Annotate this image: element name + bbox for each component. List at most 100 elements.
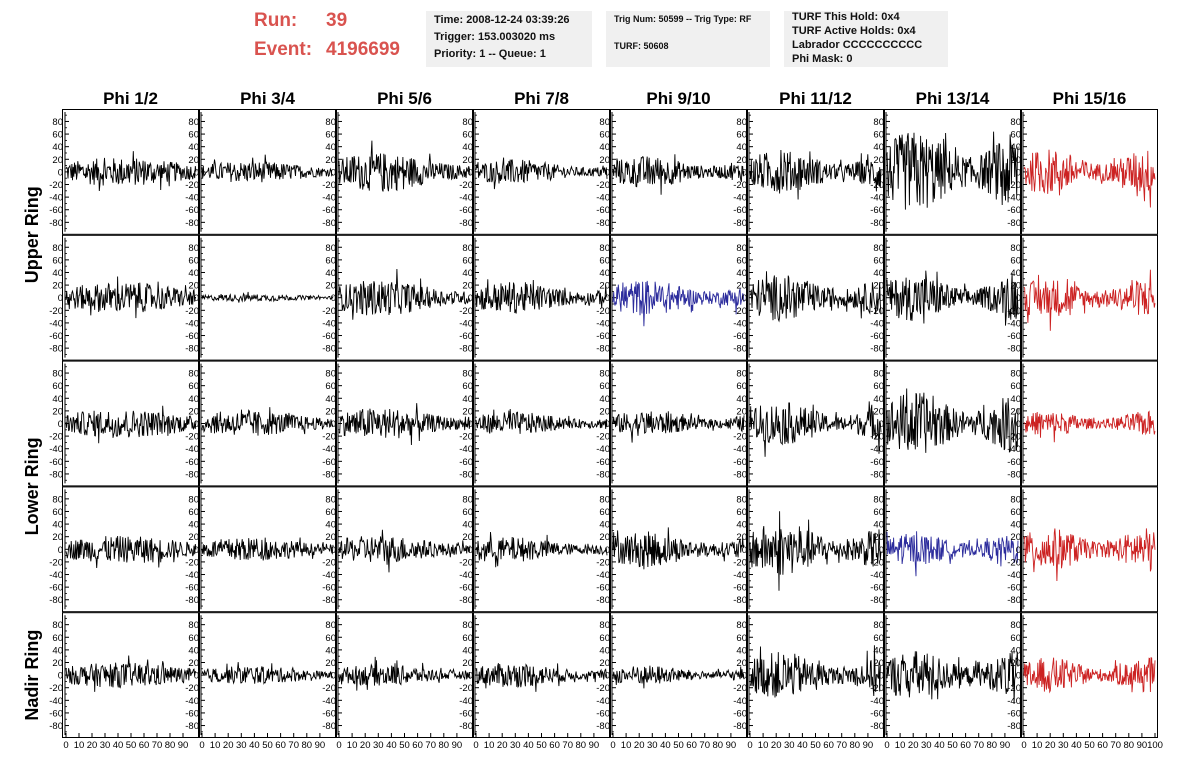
y-tick-label: 0 [194,293,199,304]
y-tick-label: 80 [1010,369,1021,380]
y-tick-label: 20 [599,532,610,543]
x-tick-label: 10 [621,740,632,751]
x-tick-label: 50 [673,740,684,751]
y-tick-label: 60 [599,381,610,392]
y-tick-label: 20 [325,155,336,166]
panel-frame [610,360,747,487]
y-tick-label: -80 [870,721,884,732]
column-header: Phi 9/10 [646,89,710,108]
y-tick-label: -40 [1007,193,1021,204]
y-tick-label: -40 [459,193,473,204]
y-tick-label: -80 [322,218,336,229]
y-tick-label: -40 [596,444,610,455]
x-tick-label: 80 [302,740,313,751]
y-tick-label: -80 [185,469,199,480]
y-tick-label: 20 [873,155,884,166]
y-tick-label: 60 [736,130,747,141]
x-tick-label: 0 [199,740,204,751]
y-tick-label: 60 [188,130,199,141]
y-tick-label: 40 [599,520,610,531]
panel-frame [1021,612,1158,739]
x-tick-label: 70 [973,740,984,751]
x-tick-label: 10 [484,740,495,751]
y-tick-label: 80 [188,243,199,254]
y-tick-label: 20 [462,532,473,543]
trace-line [749,271,882,323]
y-tick-label: -60 [459,331,473,342]
y-tick-label: -20 [49,557,63,568]
y-tick-label: 0 [605,671,610,682]
y-tick-label: -60 [322,457,336,468]
x-tick-label: 20 [771,740,782,751]
y-tick-label: 40 [873,520,884,531]
panel-frame [610,109,747,235]
y-tick-label: -80 [1007,721,1021,732]
y-tick-label: 0 [742,545,747,556]
x-tick-label: 90 [726,740,737,751]
y-tick-label: -80 [322,721,336,732]
y-tick-label: 0 [1016,545,1021,556]
y-tick-label: -60 [322,205,336,216]
panel-frame [473,612,610,739]
x-tick-label: 20 [634,740,645,751]
x-tick-label: 30 [921,740,932,751]
y-tick-label: 0 [879,545,884,556]
y-tick-label: -40 [870,193,884,204]
y-tick-label: 40 [52,142,63,153]
column-header: Phi 3/4 [240,89,295,108]
x-tick-label: 50 [1084,740,1095,751]
x-tick-label: 70 [836,740,847,751]
y-tick-label: 20 [1010,281,1021,292]
x-tick-label: 80 [1124,740,1135,751]
x-tick-label: 100 [1147,740,1163,751]
y-tick-label: 80 [736,369,747,380]
column-header: Phi 5/6 [377,89,432,108]
y-tick-label: 20 [325,532,336,543]
y-tick-label: -80 [596,218,610,229]
panel-frame [1021,360,1158,487]
y-tick-label: 80 [188,117,199,128]
y-tick-label: -60 [870,708,884,719]
y-tick-label: -40 [870,444,884,455]
trace-line [886,651,1019,704]
y-tick-label: 0 [879,671,884,682]
y-tick-label: -60 [49,583,63,594]
y-tick-label: -20 [596,180,610,191]
y-tick-label: -20 [733,432,747,443]
panel-frame [62,612,199,739]
x-tick-label: 60 [139,740,150,751]
y-tick-label: -60 [322,708,336,719]
y-tick-label: -60 [733,331,747,342]
panel-frame [884,360,1021,487]
x-tick-label: 60 [549,740,560,751]
panel-frame [199,486,336,613]
x-tick-label: 0 [1021,740,1026,751]
trace-line [749,149,882,200]
y-tick-label: -60 [322,583,336,594]
y-tick-label: -60 [459,708,473,719]
trace-line [201,662,334,685]
panel-frame [62,486,199,613]
y-tick-label: 0 [468,167,473,178]
y-tick-label: 80 [873,117,884,128]
trace-line [475,531,608,568]
panel-frame [747,109,884,235]
x-tick-label: 30 [510,740,521,751]
y-tick-label: -80 [459,595,473,606]
y-tick-label: 60 [462,507,473,518]
y-tick-label: -20 [322,306,336,317]
panel-frame [199,360,336,487]
y-tick-label: 20 [188,658,199,669]
y-tick-label: 80 [599,620,610,631]
x-tick-label: 10 [347,740,358,751]
y-tick-label: -20 [459,180,473,191]
y-tick-label: -20 [459,432,473,443]
y-tick-label: 40 [188,520,199,531]
trace-line [338,656,471,691]
y-tick-label: 0 [605,545,610,556]
y-tick-label: 0 [331,293,336,304]
y-tick-label: -60 [49,331,63,342]
x-tick-label: 70 [562,740,573,751]
y-tick-label: 20 [188,281,199,292]
y-tick-label: 0 [742,419,747,430]
